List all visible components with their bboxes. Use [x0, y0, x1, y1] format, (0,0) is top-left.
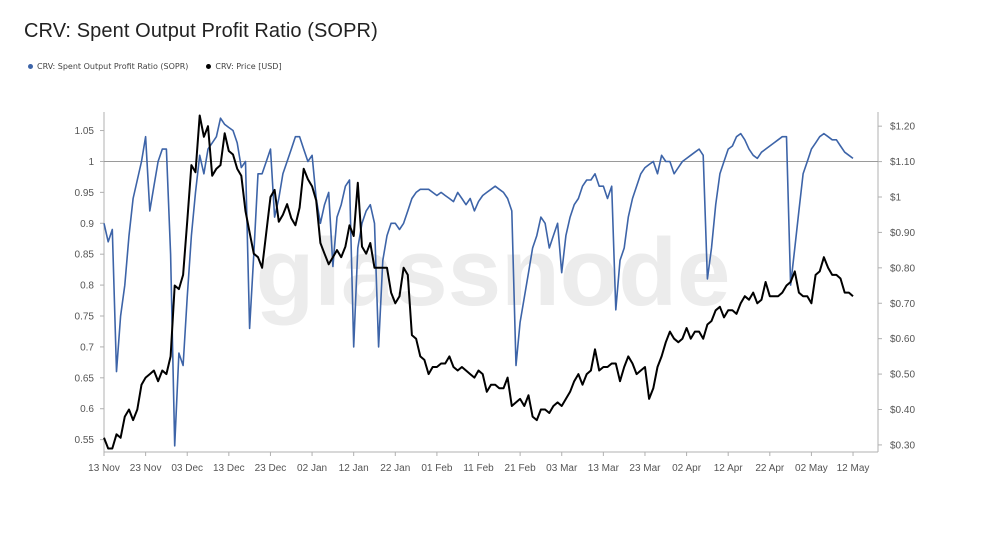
legend-label-sopr: CRV: Spent Output Profit Ratio (SOPR): [37, 62, 189, 71]
x-tick-label: 13 Nov: [88, 463, 120, 474]
x-tick-label: 02 Jan: [297, 463, 327, 474]
y-left-tick-label: 0.75: [75, 312, 95, 323]
legend: CRV: Spent Output Profit Ratio (SOPR) CR…: [28, 62, 282, 71]
y-axis-right-ticks: $0.30 $0.40 $0.50 $0.60 $0.70 $0.80 $0.90 $1 $1.…: [878, 122, 915, 451]
legend-label-price: CRV: Price [USD]: [215, 62, 282, 71]
y-right-tick-label: $0.60: [890, 334, 915, 345]
chart-title: CRV: Spent Output Profit Ratio (SOPR): [24, 20, 378, 42]
x-tick-label: 01 Feb: [421, 463, 453, 474]
sopr-line: [103, 117, 854, 447]
x-tick-label: 03 Dec: [171, 463, 203, 474]
x-tick-label: 21 Feb: [505, 463, 537, 474]
x-tick-label: 13 Mar: [588, 463, 620, 474]
y-left-tick-label: 0.55: [75, 435, 95, 446]
y-right-tick-label: $1.10: [890, 157, 915, 168]
y-left-tick-label: 0.7: [80, 342, 94, 353]
y-left-tick-label: 0.8: [80, 281, 94, 292]
legend-item-price[interactable]: CRV: Price [USD]: [206, 62, 282, 71]
y-left-tick-label: 0.65: [75, 373, 95, 384]
price-line: [103, 114, 854, 450]
x-tick-label: 12 Jan: [339, 463, 369, 474]
x-tick-label: 23 Mar: [629, 463, 661, 474]
x-axis-ticks: 13 Nov 23 Nov 03 Dec 13 Dec 23 Dec 02 Jan 12 J…: [88, 452, 869, 474]
x-tick-label: 23 Nov: [130, 463, 162, 474]
y-left-tick-label: 0.6: [80, 404, 94, 415]
x-tick-label: 02 May: [795, 463, 828, 474]
x-tick-label: 11 Feb: [463, 463, 494, 474]
y-right-tick-label: $0.30: [890, 440, 915, 451]
watermark: glassnode: [256, 219, 731, 326]
y-left-tick-label: 0.9: [80, 219, 94, 230]
y-right-tick-label: $1: [890, 193, 902, 204]
y-left-tick-label: 1.05: [75, 126, 95, 137]
legend-dot-sopr: [28, 64, 33, 69]
x-tick-label: 03 Mar: [546, 463, 578, 474]
y-left-tick-label: 0.95: [75, 188, 95, 199]
legend-item-sopr[interactable]: CRV: Spent Output Profit Ratio (SOPR): [28, 62, 188, 71]
y-right-tick-label: $0.80: [890, 263, 915, 274]
y-axis-left-ticks: 0.55 0.6 0.65 0.7 0.75 0.8 0.85 0.9 0.95 1 1.05: [75, 126, 104, 446]
x-tick-label: 23 Dec: [255, 463, 287, 474]
x-tick-label: 12 Apr: [714, 463, 744, 474]
y-left-tick-label: 0.85: [75, 250, 95, 261]
series-group: [103, 114, 854, 450]
y-right-tick-label: $0.50: [890, 370, 915, 381]
x-tick-label: 13 Dec: [213, 463, 245, 474]
legend-dot-price: [206, 64, 212, 69]
x-tick-label: 22 Apr: [755, 463, 785, 474]
y-right-tick-label: $1.20: [890, 122, 915, 133]
x-tick-label: 12 May: [837, 463, 870, 474]
x-tick-label: 22 Jan: [380, 463, 410, 474]
y-right-tick-label: $0.40: [890, 405, 915, 416]
x-tick-label: 02 Apr: [672, 463, 702, 474]
axes-group: [103, 112, 879, 453]
y-right-tick-label: $0.70: [890, 299, 915, 310]
y-right-tick-label: $0.90: [890, 228, 915, 239]
y-left-tick-label: 1: [88, 157, 94, 168]
